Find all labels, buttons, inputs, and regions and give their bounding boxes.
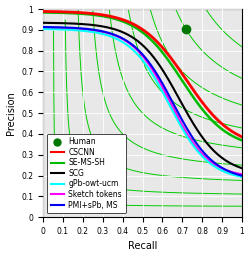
Y-axis label: Precision: Precision bbox=[6, 91, 16, 135]
Legend: Human, CSCNN, SE-MS-SH, SCG, gPb-owt-ucm, Sketch tokens, PMI+sPb, MS: Human, CSCNN, SE-MS-SH, SCG, gPb-owt-ucm… bbox=[47, 134, 126, 213]
X-axis label: Recall: Recall bbox=[128, 241, 157, 251]
